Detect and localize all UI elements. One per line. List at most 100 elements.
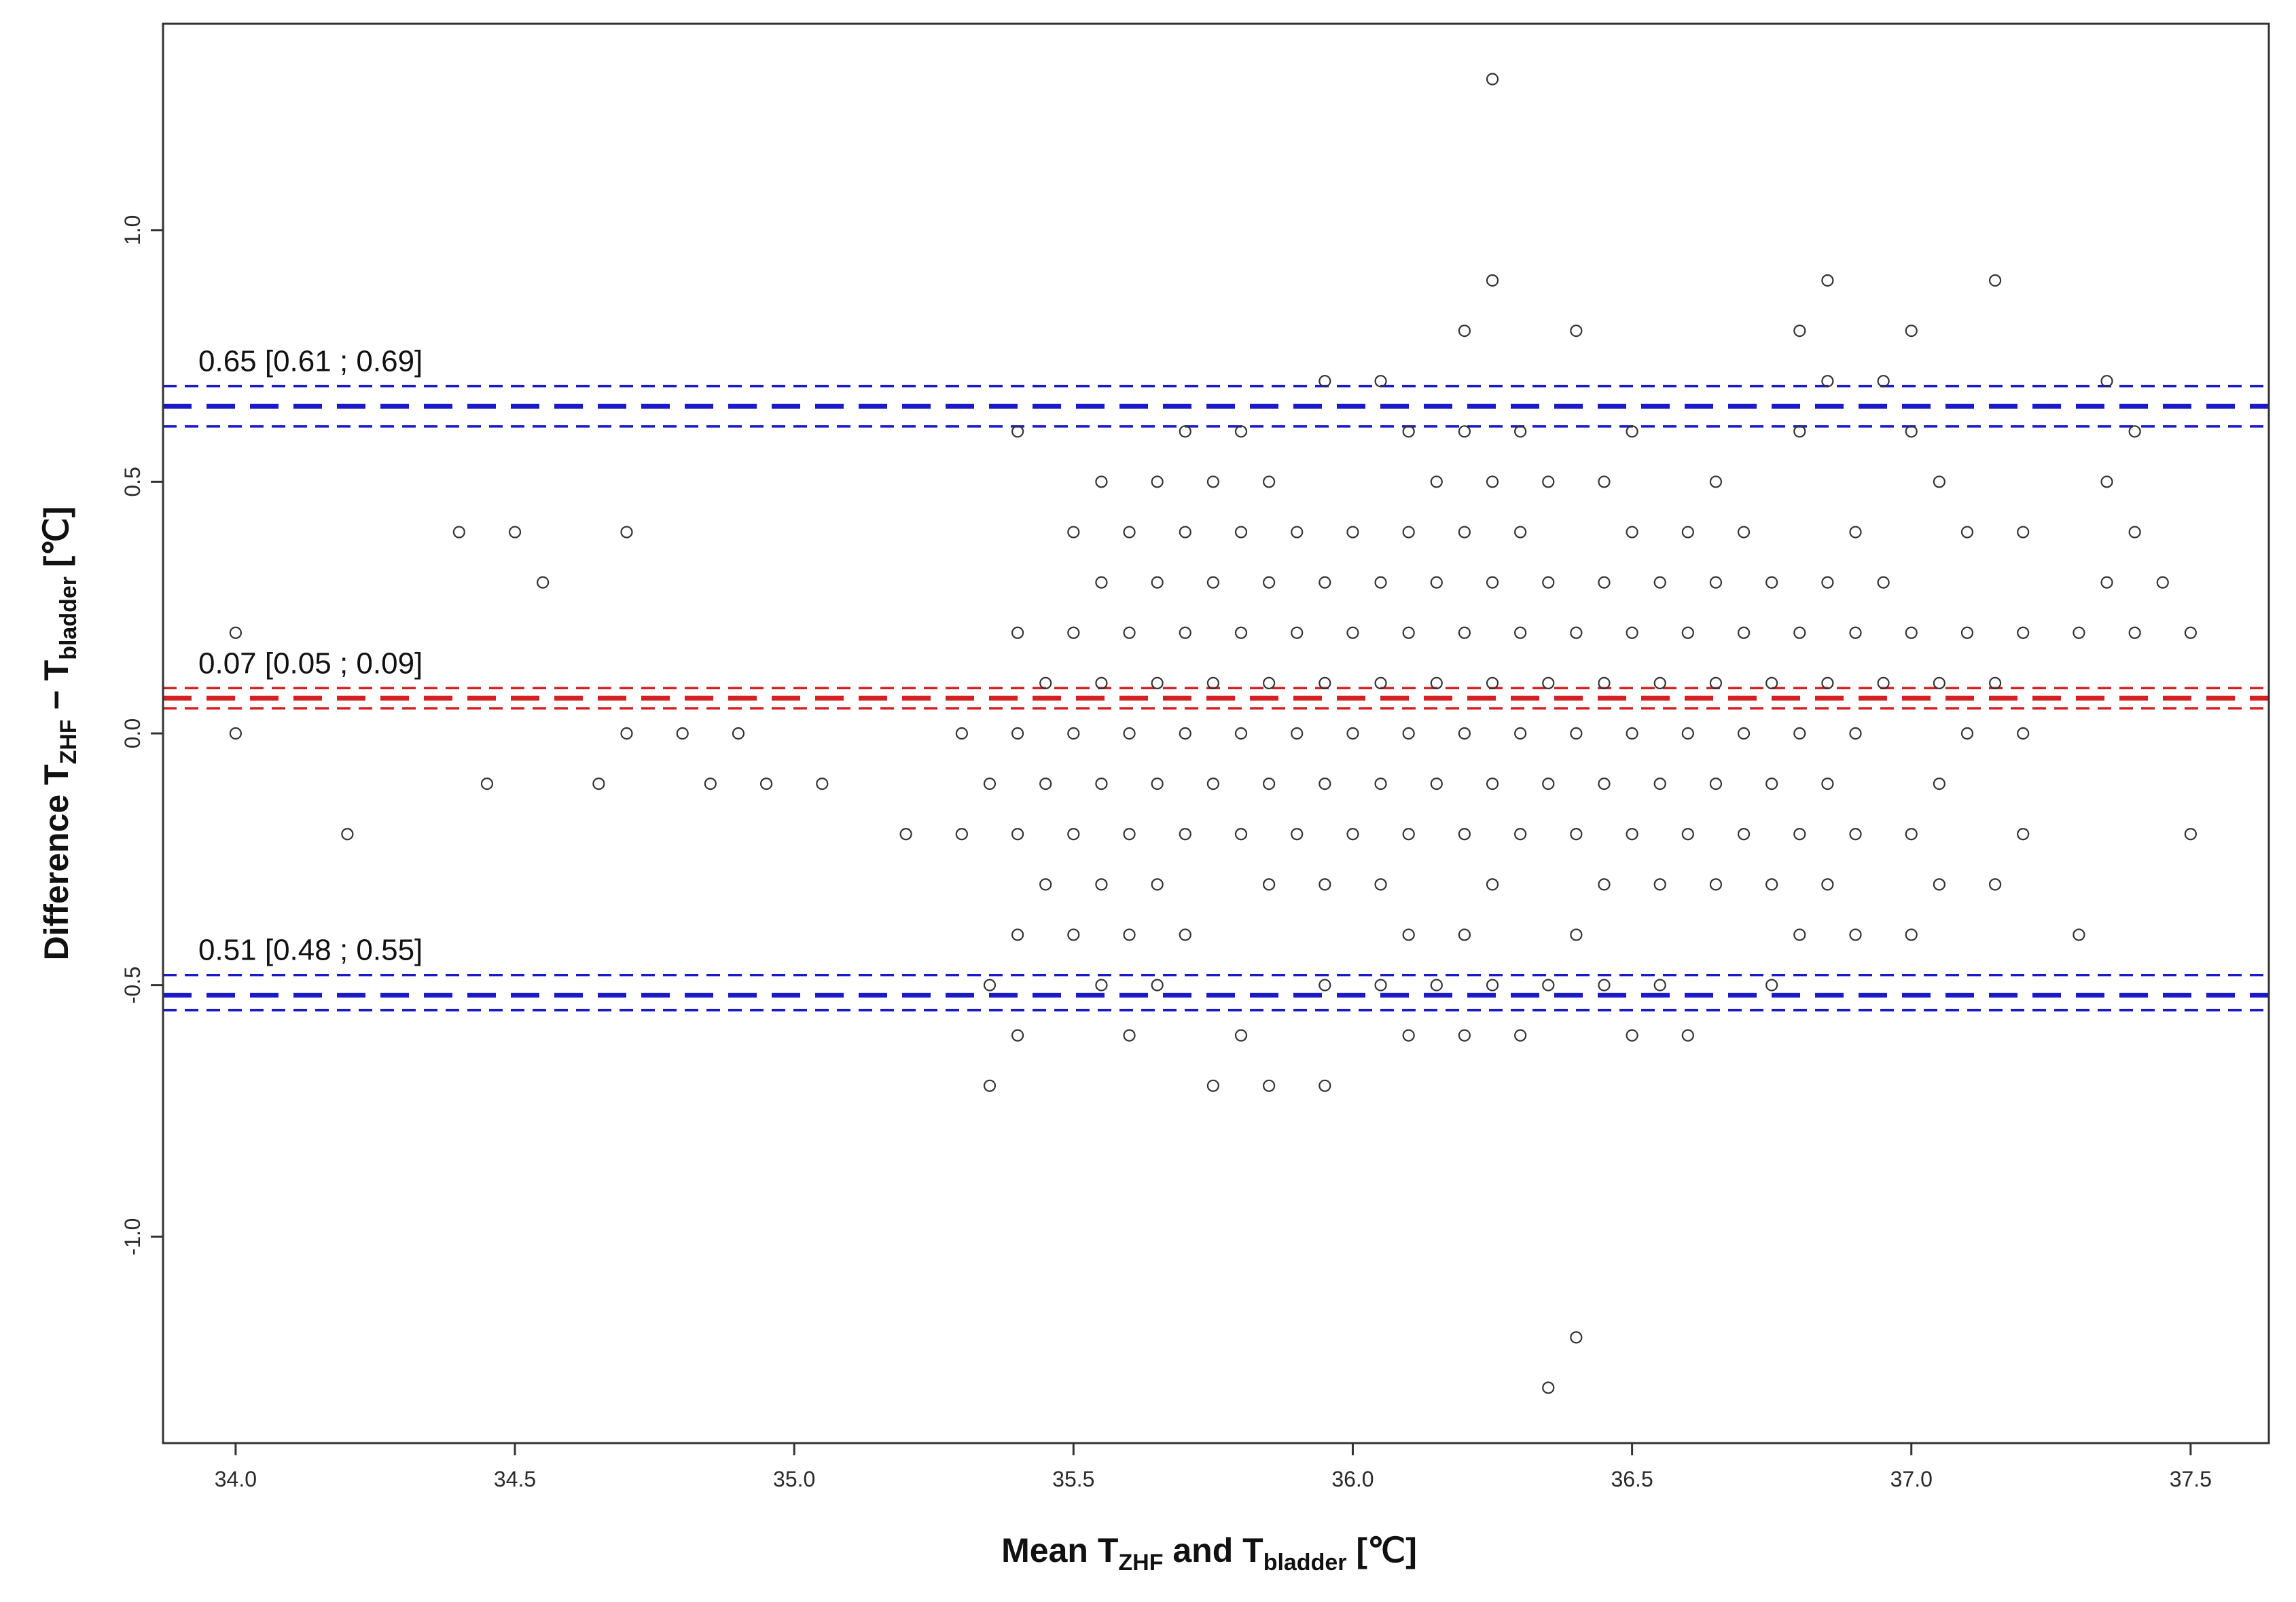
data-point [1598,778,1611,790]
data-point [1793,727,1806,740]
data-point [1681,1029,1694,1042]
data-point [1737,626,1751,639]
data-point [1291,626,1304,639]
axes: 34.0 34.5 35.0 35.5 36.0 36.5 37.0 37.5 -1.0 -0.5… [120,215,2212,1491]
data-point [1598,878,1611,891]
data-point [1960,626,1974,639]
data-point [1821,576,1834,589]
data-point [2128,425,2141,438]
data-point [1514,727,1527,740]
data-point [1067,626,1080,639]
data-point [1598,475,1611,488]
data-point [2128,526,2141,539]
data-point [1263,878,1276,891]
data-point [1067,526,1080,539]
data-point [1011,1029,1024,1042]
data-point [1458,828,1471,841]
data-point [2073,626,2085,639]
data-point [1374,576,1387,589]
data-point [229,626,242,639]
data-point [1011,727,1024,740]
data-point [1793,425,1806,438]
data-point [1737,828,1751,841]
data-point [1570,928,1583,941]
data-point [1179,828,1191,841]
data-point [1095,576,1108,589]
data-point [1263,576,1276,589]
data-point [1374,778,1387,790]
x-axis-title: Mean TZHF and Tbladder [℃] [1001,1531,1417,1576]
data-point [1263,778,1276,790]
data-point [1402,425,1415,438]
data-point [1793,626,1806,639]
data-point [1151,979,1164,991]
data-point [1151,576,1164,589]
data-point [1402,626,1415,639]
data-point [1849,526,1862,539]
data-point [816,778,829,790]
data-point [1793,928,1806,941]
data-point [2184,626,2197,639]
data-point [955,828,968,841]
data-point [1291,727,1304,740]
y-tick-label: 0.5 [120,467,145,496]
data-point [1123,626,1136,639]
data-point [1291,828,1304,841]
data-point [1346,526,1359,539]
data-point [1402,828,1415,841]
data-point [1458,425,1471,438]
data-point [1709,676,1723,689]
data-point [1151,878,1164,891]
data-point [1234,828,1248,841]
data-point [1570,626,1583,639]
data-point [537,576,550,589]
data-point [1263,676,1276,689]
data-point [1346,727,1359,740]
data-point [1430,676,1443,689]
data-point [1598,676,1611,689]
data-point [508,526,522,539]
data-point [1151,676,1164,689]
data-point [1486,778,1499,790]
x-tick-label: 37.0 [1890,1467,1933,1491]
data-point [341,828,354,841]
data-point [1905,324,1918,338]
data-point [1151,475,1164,488]
data-point [1486,274,1499,287]
data-point [1374,375,1387,388]
x-tick-label: 36.0 [1331,1467,1374,1491]
data-point [1570,1331,1583,1344]
data-point [1123,526,1136,539]
data-point [1988,878,2002,891]
x-tick-label: 35.0 [773,1467,815,1491]
data-point [1319,778,1331,790]
data-point [1374,878,1387,891]
data-point [1681,626,1694,639]
data-point [1179,526,1191,539]
data-point [704,778,717,790]
data-point [1626,1029,1638,1042]
data-point [452,526,465,539]
data-point [1486,979,1499,991]
data-point [1709,576,1723,589]
data-point [1067,828,1080,841]
data-point [1095,979,1108,991]
data-point [1821,676,1834,689]
data-point [1123,727,1136,740]
data-point [1123,828,1136,841]
data-point [480,778,494,790]
data-point [1570,828,1583,841]
reference-annotations: 0.65 [0.61 ; 0.69] 0.07 [0.05 ; 0.09] 0.51… [198,345,423,967]
data-point [1653,979,1666,991]
data-point [1514,626,1527,639]
data-point [1011,828,1024,841]
data-point [1486,576,1499,589]
data-point [1905,928,1918,941]
data-point [1905,425,1918,438]
data-point [1179,626,1191,639]
data-point [1206,1079,1219,1092]
data-point [1011,626,1024,639]
data-point [1458,1029,1471,1042]
